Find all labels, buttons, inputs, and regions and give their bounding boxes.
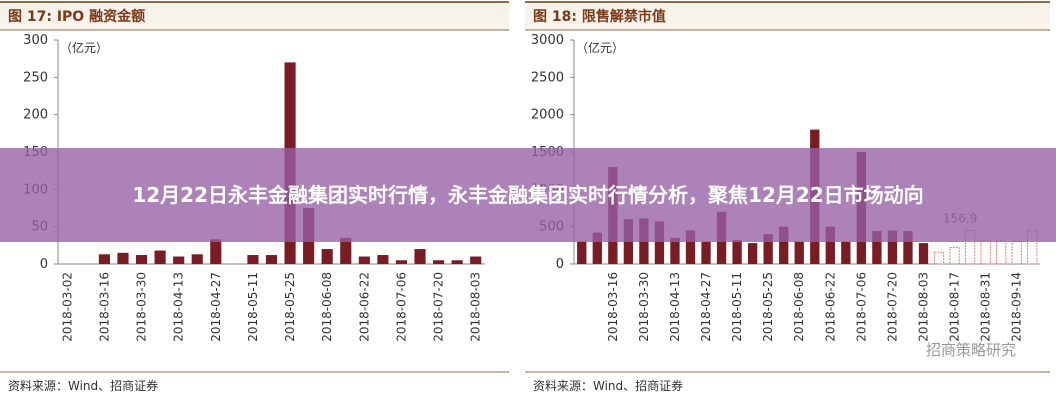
x-tick-label: 2018-08-31 xyxy=(979,272,993,342)
watermark: 招商策略研究 xyxy=(926,341,1016,359)
bar xyxy=(98,254,110,264)
y-tick-label: 0 xyxy=(556,257,564,272)
bar xyxy=(1011,241,1022,265)
bar xyxy=(577,241,587,264)
chart-title: 图 17: IPO 融资金额 xyxy=(8,8,145,25)
bar xyxy=(701,241,711,264)
banner: 12月22日永丰金融集团实时行情，永丰金融集团实时行情分析，聚焦12月22日市场… xyxy=(0,148,1056,242)
bar xyxy=(154,250,166,264)
x-tick-label: 2018-08-17 xyxy=(948,272,962,342)
bar xyxy=(451,260,463,264)
x-tick-label: 2018-06-08 xyxy=(320,272,334,342)
x-tick-label: 2018-06-22 xyxy=(823,272,837,342)
bar xyxy=(825,226,835,264)
bar xyxy=(841,241,851,264)
bar xyxy=(996,239,1007,265)
x-tick-label: 2018-07-20 xyxy=(432,272,446,342)
bar xyxy=(173,256,185,264)
bar xyxy=(265,255,278,264)
bar xyxy=(779,226,789,264)
bar xyxy=(747,243,758,264)
x-tick-label: 2018-03-16 xyxy=(97,272,111,342)
source: 资料来源：Wind、招商证券 xyxy=(533,378,683,393)
bar xyxy=(340,237,352,264)
bar xyxy=(918,243,929,264)
bar xyxy=(763,234,773,264)
bar xyxy=(887,230,898,264)
bar xyxy=(794,241,804,264)
x-tick-label: 2018-08-03 xyxy=(469,272,483,342)
bar xyxy=(117,252,129,264)
chart-title: 图 18: 限售解禁市值 xyxy=(533,8,666,25)
x-tick-label: 2018-04-13 xyxy=(668,272,682,342)
bar xyxy=(654,221,665,264)
bar xyxy=(210,239,222,264)
x-tick-label: 2018-05-11 xyxy=(730,272,744,342)
y-tick-label: 250 xyxy=(23,70,48,85)
bar xyxy=(377,255,389,264)
x-tick-label: 2018-06-08 xyxy=(792,272,806,342)
x-tick-label: 2018-05-11 xyxy=(246,272,260,342)
bar xyxy=(358,256,370,264)
bar xyxy=(592,232,602,264)
x-tick-label: 2018-04-13 xyxy=(172,272,186,342)
x-tick-label: 2018-08-03 xyxy=(917,272,931,342)
header-bg xyxy=(0,2,509,30)
banner-text: 12月22日永丰金融集团实时行情，永丰金融集团实时行情分析，聚焦12月22日市场… xyxy=(132,183,924,207)
x-tick-label: 2018-03-30 xyxy=(637,272,651,342)
y-tick-label: 300 xyxy=(23,33,48,48)
bar xyxy=(395,260,408,264)
x-tick-label: 2018-03-02 xyxy=(60,272,74,342)
bar xyxy=(433,260,445,264)
bar xyxy=(872,231,882,264)
x-tick-label: 2018-04-27 xyxy=(699,272,713,342)
y-unit: （亿元） xyxy=(60,40,108,55)
bar xyxy=(470,256,482,264)
y-tick-label: 0 xyxy=(40,257,48,272)
header-bg xyxy=(525,2,1050,30)
x-tick-label: 2018-09-14 xyxy=(1010,272,1024,342)
x-tick-label: 2018-07-06 xyxy=(854,272,868,342)
x-tick-label: 2018-07-06 xyxy=(394,272,408,342)
x-tick-label: 2018-07-20 xyxy=(885,272,899,342)
bar xyxy=(135,255,148,264)
bar xyxy=(903,231,913,264)
x-tick-label: 2018-03-30 xyxy=(135,272,149,342)
y-tick-label: 3000 xyxy=(531,33,564,48)
bar xyxy=(980,239,991,265)
source: 资料来源：Wind、招商证券 xyxy=(8,378,158,393)
bar xyxy=(933,251,945,265)
bar xyxy=(670,237,680,264)
y-tick-label: 2000 xyxy=(531,108,564,123)
bar xyxy=(949,247,960,265)
bar xyxy=(685,230,696,264)
bar xyxy=(321,249,333,264)
x-tick-label: 2018-06-22 xyxy=(357,272,371,342)
bar xyxy=(732,240,742,264)
bar xyxy=(191,254,203,264)
bar xyxy=(247,255,259,264)
bar xyxy=(414,249,426,264)
y-tick-label: 200 xyxy=(23,108,48,123)
x-tick-label: 2018-05-25 xyxy=(761,272,775,342)
y-tick-label: 2500 xyxy=(531,70,564,85)
y-unit: （亿元） xyxy=(576,40,624,55)
x-tick-label: 2018-03-16 xyxy=(606,272,620,342)
x-tick-label: 2018-04-27 xyxy=(209,272,223,342)
x-tick-label: 2018-05-25 xyxy=(283,272,297,342)
